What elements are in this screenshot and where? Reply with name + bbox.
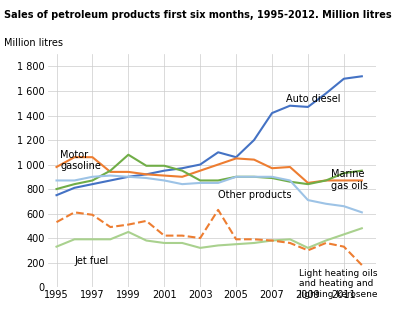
Text: Sales of petroleum products first six months, 1995-2012. Million litres: Sales of petroleum products first six mo…	[4, 10, 392, 19]
Text: Jet fuel: Jet fuel	[74, 256, 109, 266]
Text: Auto diesel: Auto diesel	[286, 94, 341, 105]
Text: Light heating oils
and heating and
lighting kerosene: Light heating oils and heating and light…	[299, 269, 377, 299]
Text: Other products: Other products	[218, 190, 291, 200]
Text: Million litres: Million litres	[4, 38, 63, 48]
Text: Marine
gas oils: Marine gas oils	[331, 169, 368, 191]
Text: Motor
gasoline: Motor gasoline	[60, 150, 101, 171]
